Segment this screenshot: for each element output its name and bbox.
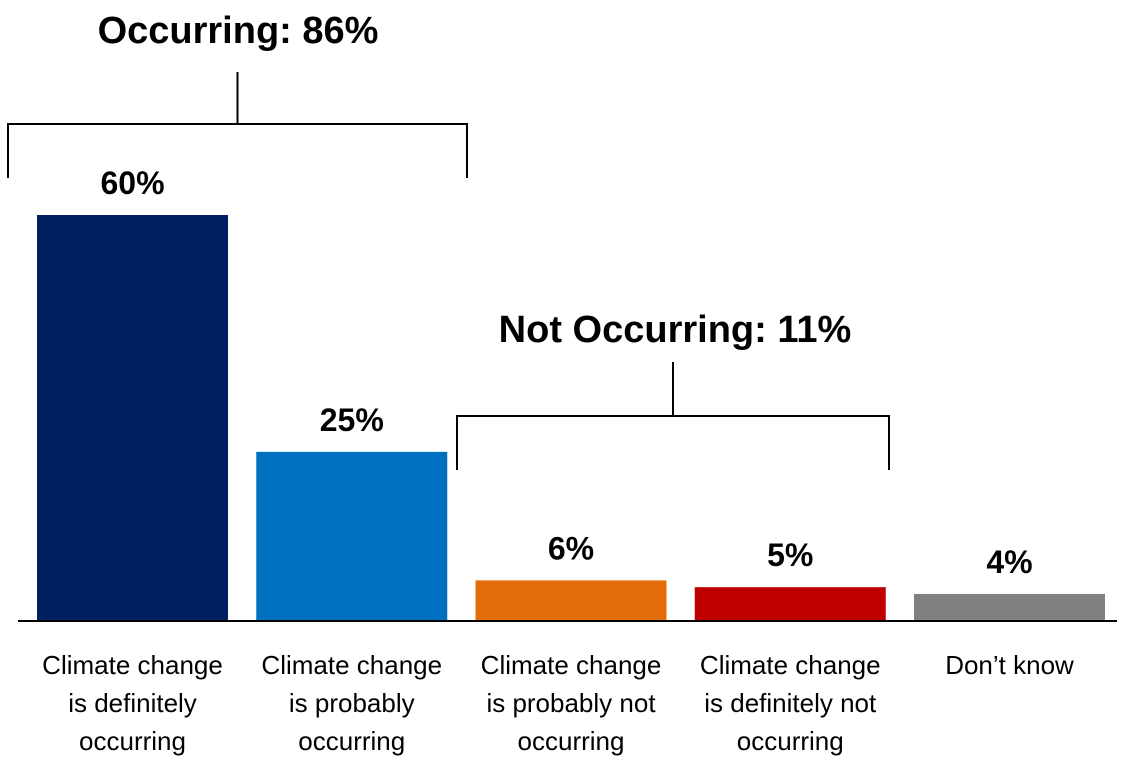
- group-bracket-1: [456, 415, 890, 470]
- category-label-2: Climate change is probably not occurring: [481, 650, 662, 756]
- bar-4: [914, 593, 1105, 621]
- category-label-3-line-0: Climate change: [700, 650, 881, 680]
- data-label-4: 4%: [986, 544, 1032, 580]
- category-label-4: Don’t know: [945, 650, 1074, 680]
- bar-1: [256, 451, 448, 621]
- group-bracket-0: [7, 123, 468, 178]
- data-label-3: 5%: [767, 537, 813, 573]
- category-label-0-line-2: occurring: [79, 726, 186, 756]
- category-label-4-line-0: Don’t know: [945, 650, 1074, 680]
- bars-group: [37, 215, 1105, 621]
- category-label-1: Climate change is probably occurring: [261, 650, 442, 756]
- bar-3: [694, 587, 886, 621]
- category-label-1-line-2: occurring: [298, 726, 405, 756]
- category-label-3: Climate change is definitely not occurring: [700, 650, 881, 756]
- category-label-0: Climate change is definitely occurring: [42, 650, 223, 756]
- category-label-1-line-1: is probably: [289, 688, 415, 718]
- category-label-3-line-1: is definitely not: [704, 688, 877, 718]
- category-label-2-line-1: is probably not: [486, 688, 656, 718]
- category-label-2-line-0: Climate change: [481, 650, 662, 680]
- data-label-2: 6%: [548, 530, 594, 566]
- group-label-0: Occurring: 86%: [98, 10, 379, 52]
- data-label-0: 60%: [100, 165, 164, 201]
- group-brackets: Occurring: 86% Not Occurring: 11%: [7, 10, 890, 470]
- category-label-0-line-1: is definitely: [68, 688, 197, 718]
- value-labels-group: 60% 25% 6% 5% 4%: [100, 165, 1032, 580]
- category-labels-group: Climate change is definitely occurringClim…: [42, 650, 1074, 756]
- category-label-1-line-0: Climate change: [261, 650, 442, 680]
- group-label-1: Not Occurring: 11%: [499, 309, 852, 351]
- bar-2: [475, 580, 667, 621]
- category-label-2-line-2: occurring: [518, 726, 625, 756]
- bar-0: [37, 215, 228, 621]
- category-label-3-line-2: occurring: [737, 726, 844, 756]
- data-label-1: 25%: [320, 402, 384, 438]
- category-label-0-line-0: Climate change: [42, 650, 223, 680]
